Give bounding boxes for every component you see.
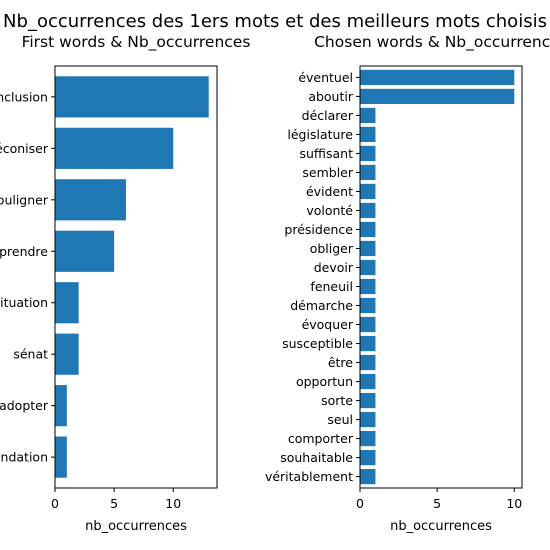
ytick-label: recommandation (0, 450, 48, 465)
ytick-label: démarche (290, 298, 353, 313)
bar-comprendre (55, 230, 115, 272)
bar-être (360, 354, 376, 371)
bar-devoir (360, 259, 376, 276)
bar-sembler (360, 164, 376, 181)
ytick-label: sembler (302, 165, 353, 180)
ytick-label: feneuil (310, 279, 353, 294)
chart-chosen-words: éventuel aboutir déclarer législature suffis… (265, 33, 550, 534)
ytick-label: conclusion (0, 89, 48, 104)
bar-situation (55, 282, 79, 324)
bar-susceptible (360, 335, 376, 352)
bar-aboutir (360, 88, 515, 105)
bar-conclusion (55, 76, 209, 118)
ytick-label: présidence (284, 222, 353, 237)
xtick-label: 10 (165, 496, 181, 511)
bar-véritablement (360, 468, 376, 485)
bar-obliger (360, 240, 376, 257)
bar-démarche (360, 297, 376, 314)
x-axis-label: nb_occurrences (85, 519, 187, 534)
bar-déclarer (360, 107, 376, 124)
bar-sénat (55, 333, 79, 375)
ytick-label: adopter (0, 398, 49, 413)
xtick-label: 5 (433, 496, 441, 511)
xtick-label: 5 (110, 496, 118, 511)
ytick-label: comprendre (0, 244, 48, 259)
bar-suffisant (360, 145, 376, 162)
ytick-label: comporter (288, 431, 354, 446)
ytick-label: susceptible (282, 336, 353, 351)
bar-volonté (360, 202, 376, 219)
bar-adopter (55, 385, 67, 427)
bar-présidence (360, 221, 376, 238)
bar-souhaitable (360, 449, 376, 466)
ytick-label: sorte (321, 393, 353, 408)
ytick-label: volonté (306, 203, 353, 218)
axes-frame (359, 65, 523, 489)
xtick-label: 10 (506, 496, 522, 511)
bar-évoquer (360, 316, 376, 333)
ytick-label: devoir (314, 260, 354, 275)
bar-recommandation (55, 436, 67, 478)
ytick-label: souhaitable (280, 450, 353, 465)
x-axis-label: nb_occurrences (390, 519, 492, 534)
bar-législature (360, 126, 376, 143)
bar-feneuil (360, 278, 376, 295)
bar-éventuel (360, 69, 515, 86)
xtick-label: 0 (51, 496, 59, 511)
ytick-label: obliger (310, 241, 354, 256)
ytick-label: préconiser (0, 141, 49, 156)
ytick-label: évident (306, 184, 353, 199)
bar-souligner (55, 179, 126, 221)
ytick-label: seul (327, 412, 353, 427)
ytick-label: être (328, 355, 353, 370)
bar-opportun (360, 373, 376, 390)
bar-préconiser (55, 127, 174, 169)
ytick-label: déclarer (302, 108, 354, 123)
ytick-label: suffisant (299, 146, 353, 161)
chart-first-words: conclusion préconiser souligner comprendre s… (0, 33, 250, 534)
ytick-label: législature (287, 127, 353, 142)
figure-suptitle: Nb_occurrences des 1ers mots et des meil… (3, 11, 547, 32)
ytick-label: véritablement (265, 469, 353, 484)
subplot-title: Chosen words & Nb_occurrences (314, 33, 550, 52)
ytick-label: situation (0, 295, 48, 310)
ytick-label: éventuel (298, 70, 353, 85)
ytick-label: opportun (296, 374, 353, 389)
axes-frame (54, 65, 218, 489)
ytick-label: souligner (0, 192, 49, 207)
ytick-label: aboutir (308, 89, 354, 104)
ytick-label: sénat (13, 347, 48, 362)
xtick-label: 0 (356, 496, 364, 511)
ytick-label: évoquer (302, 317, 354, 332)
bar-évident (360, 183, 376, 200)
subplot-title: First words & Nb_occurrences (22, 33, 251, 52)
bar-sorte (360, 392, 376, 409)
bar-seul (360, 411, 376, 428)
bar-comporter (360, 430, 376, 447)
